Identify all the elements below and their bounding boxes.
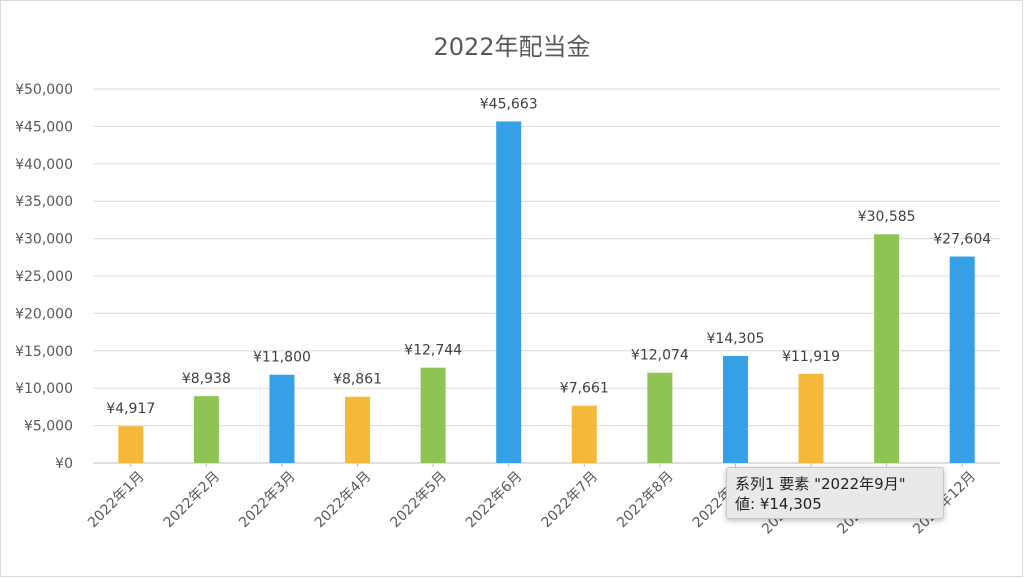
bar [420,367,446,463]
bar [345,396,371,463]
tooltip-value-line: 値: ¥14,305 [735,495,822,513]
bar [949,256,975,463]
bar [722,355,748,463]
data-label: ¥7,661 [560,381,609,397]
bars [118,121,975,463]
bar [571,405,597,463]
y-tick-label: ¥30,000 [15,232,73,248]
y-tick-label: ¥0 [55,456,73,472]
bar [118,426,144,463]
x-tick-label: 2022年3月 [236,469,299,532]
data-label: ¥12,074 [631,348,689,364]
y-tick-label: ¥5,000 [24,419,73,435]
x-tick-label: 2022年2月 [161,469,224,532]
bar [798,373,824,463]
chart-title: 2022年配当金 [433,33,591,61]
data-label: ¥30,585 [858,209,916,225]
data-label: ¥4,917 [106,401,155,417]
bar [269,374,295,463]
y-tick-label: ¥15,000 [15,344,73,360]
x-tick-label: 2022年4月 [312,469,375,532]
y-tick-label: ¥10,000 [15,381,73,397]
bar [874,234,900,463]
y-tick-label: ¥50,000 [15,82,73,98]
gridlines [93,88,1000,464]
x-tick-label: 2022年7月 [539,469,602,532]
data-label: ¥11,919 [782,349,840,365]
data-label: ¥8,938 [182,371,231,387]
data-label: ¥11,800 [253,350,311,366]
x-tick-label: 2022年5月 [387,469,450,532]
data-label: ¥14,305 [707,331,765,347]
y-tick-label: ¥20,000 [15,306,73,322]
tooltip-series-line: 系列1 要素 "2022年9月" [735,475,906,493]
y-tick-label: ¥25,000 [15,269,73,285]
y-tick-label: ¥40,000 [15,157,73,173]
data-label: ¥45,663 [480,96,538,112]
data-labels: ¥4,917 ¥8,938 ¥11,800 ¥8,861 ¥12,744 ¥45,663 ¥… [106,96,991,417]
y-axis-ticks: ¥0 ¥5,000 ¥10,000 ¥15,000 ¥20,000 ¥25,000 ¥30,… [15,82,73,472]
x-tick-label: 2022年1月 [85,469,148,532]
y-tick-label: ¥45,000 [15,119,73,135]
y-tick-label: ¥35,000 [15,194,73,210]
data-tooltip: 系列1 要素 "2022年9月" 値: ¥14,305 [726,467,944,519]
bar [496,121,522,463]
bar [193,396,219,463]
data-label: ¥12,744 [404,343,462,359]
data-label: ¥27,604 [933,232,991,248]
bar [647,372,673,463]
data-label: ¥8,861 [333,372,382,388]
x-tick-label: 2022年6月 [463,469,526,532]
x-tick-label: 2022年8月 [614,469,677,532]
